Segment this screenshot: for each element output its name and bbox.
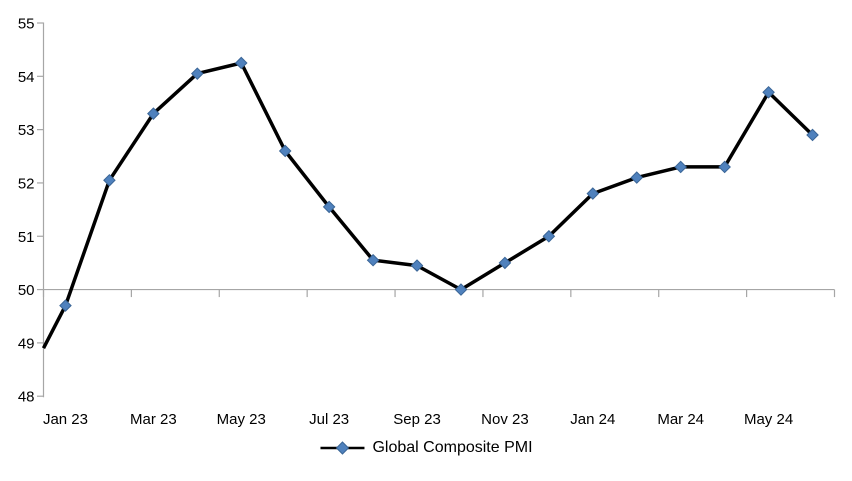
data-point-marker [322, 200, 336, 214]
x-tick-label: Mar 23 [130, 411, 177, 428]
data-point-marker [366, 253, 380, 267]
y-tick-label: 55 [18, 16, 35, 33]
y-tick-label: 50 [18, 282, 35, 299]
data-point-marker [542, 229, 556, 243]
y-tick-label: 52 [18, 175, 35, 192]
data-point-marker [147, 107, 160, 120]
legend: Global Composite PMI [319, 439, 533, 456]
data-point-marker [630, 171, 644, 184]
data-point-marker [762, 86, 775, 99]
x-tick-label: Jan 23 [43, 411, 88, 428]
x-tick-label: Jan 24 [570, 411, 615, 428]
y-tick-label: 54 [18, 69, 35, 86]
x-tick-label: May 24 [744, 411, 793, 428]
x-tick-label: Jul 23 [309, 411, 349, 428]
y-tick-label: 48 [18, 389, 35, 406]
data-point-marker [498, 256, 512, 270]
data-point-marker [806, 128, 819, 142]
y-tick-label: 51 [18, 229, 35, 246]
y-tick-label: 53 [18, 122, 35, 139]
data-point-marker [278, 144, 292, 158]
data-point-marker [674, 160, 688, 174]
data-point-marker [718, 160, 731, 174]
x-tick-label: Mar 24 [657, 411, 704, 428]
data-point-marker [103, 173, 116, 187]
x-tick-label: May 23 [217, 411, 266, 428]
legend-label: Global Composite PMI [372, 439, 533, 456]
series-line [41, 61, 814, 350]
data-point-marker [454, 283, 468, 296]
x-tick-label: Sep 23 [393, 411, 441, 428]
data-point-marker [59, 299, 72, 312]
data-point-marker [190, 67, 204, 80]
data-point-marker [586, 187, 600, 200]
legend-marker-icon [320, 441, 365, 455]
y-tick-label: 49 [18, 335, 35, 352]
data-point-marker [234, 56, 248, 70]
data-point-marker [410, 259, 424, 272]
x-tick-label: Nov 23 [481, 411, 529, 428]
